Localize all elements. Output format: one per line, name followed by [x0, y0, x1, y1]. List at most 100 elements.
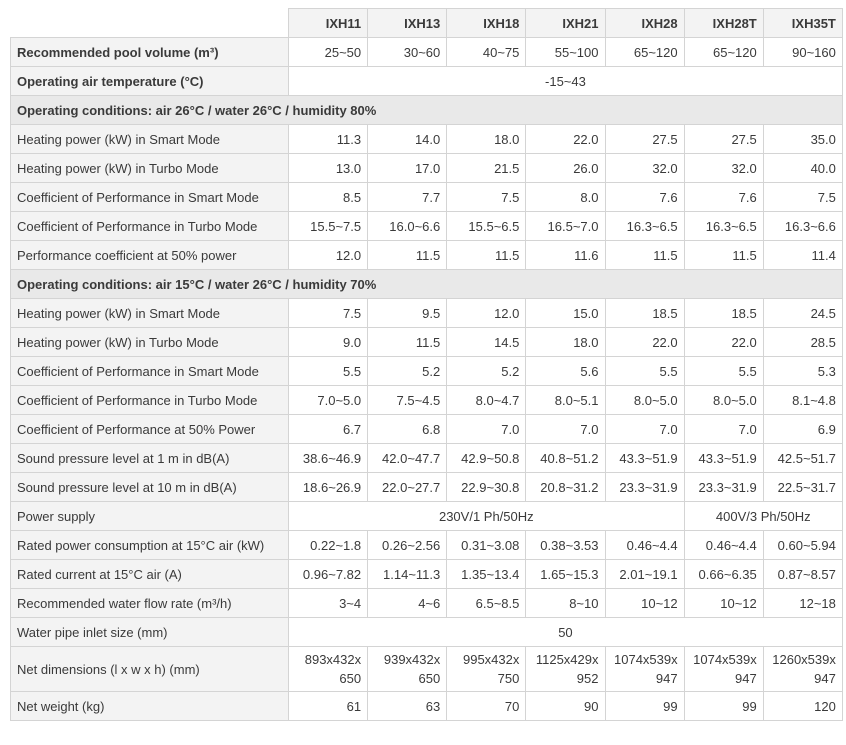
section-title: Operating conditions: air 15°C / water 2… [10, 269, 843, 299]
table-body: IXH11 IXH13 IXH18 IXH21 IXH28 IXH28T IXH35T Rec… [10, 8, 843, 721]
value-cell: 11.6 [525, 240, 606, 270]
value-cell: 22.5~31.7 [762, 472, 843, 502]
row-label: Recommended water flow rate (m³/h) [10, 588, 289, 618]
spec-row: Net weight (kg) 61 63 70 90 99 99 120 [10, 691, 843, 721]
value-cell: 18.5 [683, 298, 764, 328]
section-row: Operating conditions: air 26°C / water 2… [10, 95, 843, 125]
value-cell: 8.1~4.8 [762, 385, 843, 415]
value-cell: 65~120 [683, 37, 764, 67]
row-label: Rated power consumption at 15°C air (kW) [10, 530, 289, 560]
value-cell: 15.5~6.5 [446, 211, 527, 241]
value-cell: 50 [288, 617, 843, 647]
value-cell: 0.60~5.94 [762, 530, 843, 560]
value-cell: 43.3~51.9 [683, 443, 764, 473]
row-label: Net weight (kg) [10, 691, 289, 721]
value-cell: 22.9~30.8 [446, 472, 527, 502]
value-cell: 7.6 [604, 182, 685, 212]
value-cell: 8.0~5.1 [525, 385, 606, 415]
value-cell: 18.6~26.9 [287, 472, 369, 502]
row-label: Rated current at 15°C air (A) [10, 559, 289, 589]
value-cell: 939x432x 650 [367, 646, 448, 692]
value-cell: 38.6~46.9 [287, 443, 369, 473]
value-cell: 5.2 [446, 356, 527, 386]
value-cell: 6.8 [367, 414, 448, 444]
value-cell: 42.9~50.8 [446, 443, 527, 473]
value-cell: 24.5 [762, 298, 843, 328]
row-label: Coefficient of Performance in Smart Mode [10, 182, 289, 212]
value-cell: 0.66~6.35 [683, 559, 764, 589]
value-cell: 1125x429x 952 [525, 646, 606, 692]
row-label: Water pipe inlet size (mm) [10, 617, 289, 647]
value-cell: 99 [604, 691, 685, 721]
value-cell: 995x432x 750 [446, 646, 527, 692]
value-cell: 11.5 [683, 240, 764, 270]
value-cell: 28.5 [762, 327, 843, 357]
value-cell: 8.5 [287, 182, 369, 212]
row-label: Coefficient of Performance in Smart Mode [10, 356, 289, 386]
value-cell: 8.0~4.7 [446, 385, 527, 415]
value-cell: 11.5 [446, 240, 527, 270]
value-cell: 25~50 [287, 37, 369, 67]
value-cell: 32.0 [683, 153, 764, 183]
value-cell: 16.3~6.6 [762, 211, 843, 241]
value-cell: 23.3~31.9 [683, 472, 764, 502]
row-label: Coefficient of Performance in Turbo Mode [10, 211, 289, 241]
value-cell: 13.0 [287, 153, 369, 183]
value-cell: 12~18 [762, 588, 843, 618]
spec-row: Coefficient of Performance in Turbo Mode… [10, 385, 843, 415]
value-cell: 14.0 [367, 124, 448, 154]
model-header: IXH35T [762, 8, 843, 38]
value-cell: 8.0~5.0 [604, 385, 685, 415]
value-cell: 7.7 [367, 182, 448, 212]
value-cell: 120 [762, 691, 843, 721]
value-cell: 0.96~7.82 [287, 559, 369, 589]
value-cell: 3~4 [287, 588, 369, 618]
value-cell: 8.0 [525, 182, 606, 212]
section-title: Operating conditions: air 26°C / water 2… [10, 95, 843, 125]
value-cell: 1074x539x 947 [683, 646, 764, 692]
value-cell: 11.5 [367, 327, 448, 357]
value-cell: 18.5 [604, 298, 685, 328]
spec-row: Coefficient of Performance in Turbo Mode… [10, 211, 843, 241]
value-cell: 43.3~51.9 [604, 443, 685, 473]
model-header: IXH11 [287, 8, 369, 38]
value-cell: 65~120 [604, 37, 685, 67]
value-cell: 7.5 [287, 298, 369, 328]
model-header: IXH13 [367, 8, 448, 38]
value-cell: 70 [446, 691, 527, 721]
value-cell: 11.5 [367, 240, 448, 270]
value-cell: 15.0 [525, 298, 606, 328]
row-label: Net dimensions (l x w x h) (mm) [10, 646, 289, 692]
value-cell: 22.0 [604, 327, 685, 357]
spec-row: Performance coefficient at 50% power 12.0… [10, 240, 843, 270]
value-cell: 7.0~5.0 [287, 385, 369, 415]
value-cell: 16.3~6.5 [683, 211, 764, 241]
header-row: IXH11 IXH13 IXH18 IXH21 IXH28 IXH28T IXH35T [10, 8, 843, 38]
spec-table: IXH11 IXH13 IXH18 IXH21 IXH28 IXH28T IXH35T Rec… [10, 8, 843, 721]
spec-row: Heating power (kW) in Smart Mode 7.5 9.5 12… [10, 298, 843, 328]
model-header: IXH28 [604, 8, 685, 38]
spec-row: Heating power (kW) in Turbo Mode 9.0 11.5 1… [10, 327, 843, 357]
row-label: Heating power (kW) in Turbo Mode [10, 153, 289, 183]
row-label: Heating power (kW) in Smart Mode [10, 298, 289, 328]
value-cell: 18.0 [525, 327, 606, 357]
model-header: IXH21 [525, 8, 606, 38]
value-cell: 11.3 [287, 124, 369, 154]
spec-row: Heating power (kW) in Turbo Mode 13.0 17.0… [10, 153, 843, 183]
value-cell: 8~10 [525, 588, 606, 618]
value-cell: 400V/3 Ph/50Hz [683, 501, 843, 531]
section-row: Operating conditions: air 15°C / water 2… [10, 269, 843, 299]
row-label: Performance coefficient at 50% power [10, 240, 289, 270]
value-cell: 6.5~8.5 [446, 588, 527, 618]
spec-row: Recommended water flow rate (m³/h) 3~4 4~6… [10, 588, 843, 618]
value-cell: 5.6 [525, 356, 606, 386]
row-label: Power supply [10, 501, 289, 531]
spec-row: Heating power (kW) in Smart Mode 11.3 14.0… [10, 124, 843, 154]
value-cell: 5.3 [762, 356, 843, 386]
row-label: Recommended pool volume (m³) [10, 37, 289, 67]
model-header: IXH18 [446, 8, 527, 38]
model-header: IXH28T [683, 8, 764, 38]
value-cell: 1074x539x 947 [604, 646, 685, 692]
spec-row: Power supply 230V/1 Ph/50Hz 400V/3 Ph/50Hz [10, 501, 843, 531]
value-cell: 20.8~31.2 [525, 472, 606, 502]
